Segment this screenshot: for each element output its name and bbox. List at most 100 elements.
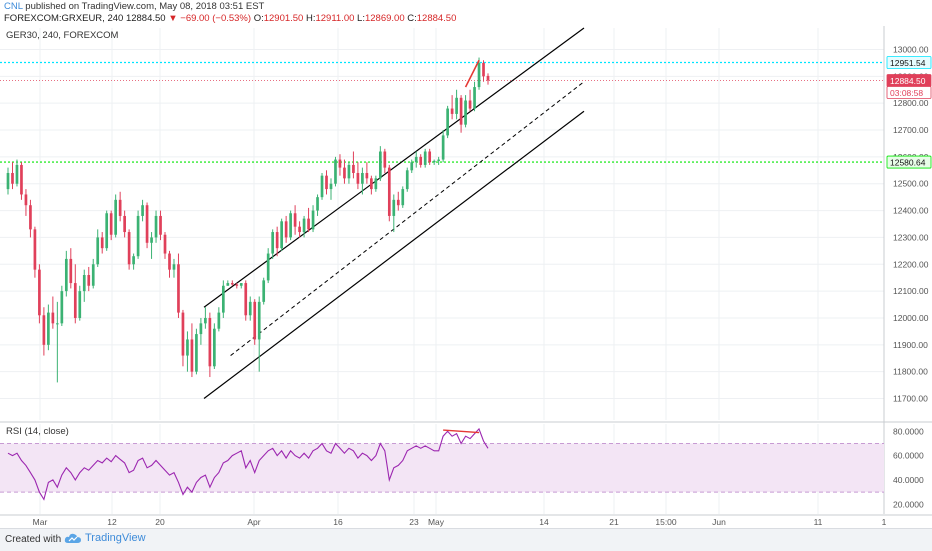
candle-body: [343, 167, 346, 179]
price-tick-label: 12200.00: [893, 259, 929, 269]
rsi-line: [7, 427, 489, 501]
low-value: 12869.00: [364, 13, 405, 24]
candle-body: [6, 172, 10, 190]
change-value: −69.00 (−0.53%): [180, 13, 252, 24]
price-badge-support: [886, 155, 932, 169]
candle-body: [262, 280, 266, 302]
rsi-tick-label: 20.0000: [893, 499, 924, 509]
time-tick-label: 14: [539, 517, 549, 527]
candle-body: [419, 156, 423, 165]
chart-canvas[interactable]: GER30, 240, FOREXCOM RSI (14, close) 11700…: [0, 26, 932, 528]
candle-body: [118, 199, 122, 216]
down-arrow-icon: ▼: [168, 13, 178, 24]
candle-body: [450, 108, 454, 114]
candle-body: [401, 189, 405, 206]
candle-body: [60, 291, 64, 324]
close-label: C:: [407, 13, 417, 24]
candle-body: [459, 97, 463, 125]
last-price: 12884.50: [125, 13, 166, 24]
publish-text: published on TradingView.com, May 08, 20…: [22, 1, 265, 12]
candle-body: [244, 283, 248, 316]
candle-body: [383, 151, 387, 168]
time-tick-label: 12: [107, 517, 117, 527]
time-tick-label: 1: [882, 517, 887, 527]
candle-body: [311, 210, 315, 230]
chart-header: CNL published on TradingView.com, May 08…: [4, 1, 456, 25]
candle-body: [293, 213, 297, 227]
price-tick-label: 12800.00: [893, 98, 929, 108]
tradingview-brand[interactable]: TradingView: [64, 532, 146, 544]
candle-body: [423, 151, 427, 165]
candle-body: [482, 62, 485, 77]
candle-body: [33, 229, 37, 270]
time-tick-label: Jun: [712, 517, 726, 527]
price-badge-text-last: 12884.50: [890, 76, 926, 86]
rsi-tick-label: 80.0000: [893, 426, 924, 436]
price-tick-label: 11700.00: [893, 394, 928, 404]
low-label: L:: [357, 13, 365, 24]
candle-body: [47, 312, 50, 345]
candle-body: [141, 205, 144, 216]
time-tick-label: 16: [333, 517, 343, 527]
time-tick-label: 20: [155, 517, 165, 527]
rsi-divergence-line: [443, 429, 480, 434]
candle-body: [437, 159, 440, 161]
candle-body: [235, 284, 239, 286]
candle-body: [378, 151, 382, 179]
candle-body: [199, 323, 203, 335]
candle-body: [195, 334, 198, 372]
candle-body: [208, 317, 212, 367]
candle-body: [91, 264, 95, 286]
candle-body: [163, 234, 167, 254]
candle-body: [334, 159, 337, 184]
candle-body: [20, 164, 23, 195]
candle-body: [123, 215, 126, 233]
candle-body: [132, 256, 135, 265]
candle-body: [257, 301, 261, 340]
price-badge-countdown: [886, 86, 932, 99]
candle-body: [213, 328, 216, 367]
candle-body: [29, 205, 32, 230]
time-tick-label: 15:00: [655, 517, 677, 527]
price-tick-label: 12500.00: [893, 179, 929, 189]
candle-body: [51, 312, 55, 324]
candle-body: [266, 253, 270, 281]
high-label: H:: [305, 13, 316, 24]
candle-body: [159, 215, 162, 235]
candle-body: [69, 258, 73, 284]
price-badge-resistance: [886, 56, 932, 69]
candle-body: [145, 205, 149, 243]
candle-body: [172, 264, 176, 270]
time-tick-label: 21: [609, 517, 619, 527]
rsi-band: [0, 443, 884, 493]
tradingview-brand-label: TradingView: [85, 532, 146, 544]
candle-body: [455, 97, 458, 114]
channel-upper-line: [203, 27, 585, 308]
candle-body: [150, 237, 153, 243]
candle-body: [275, 232, 279, 249]
time-tick-label: Apr: [247, 517, 260, 527]
open-value: 12901.50: [263, 13, 304, 24]
time-tick-label: May: [428, 517, 445, 527]
candle-body: [24, 194, 28, 206]
tradingview-cloud-icon: [64, 533, 81, 543]
rsi-tick-label: 60.0000: [893, 451, 924, 461]
candle-body: [464, 100, 467, 125]
candle-body: [316, 197, 319, 211]
price-badge-text-countdown: 03:08:58: [890, 88, 923, 98]
candle-body: [338, 159, 342, 168]
candle-body: [410, 162, 414, 171]
candle-body: [177, 264, 180, 313]
candle-body: [38, 269, 41, 316]
candle-body: [289, 213, 292, 238]
author-link[interactable]: CNL: [4, 1, 23, 12]
close-value: 12884.50: [416, 13, 457, 24]
candle-body: [253, 301, 257, 340]
price-tick-label: 11900.00: [893, 340, 928, 350]
candle-body: [325, 175, 328, 190]
candle-body: [352, 164, 355, 173]
candle-body: [217, 312, 221, 329]
price-tick-label: 12100.00: [893, 286, 929, 296]
candle-body: [271, 232, 275, 254]
candle-body: [405, 170, 409, 190]
